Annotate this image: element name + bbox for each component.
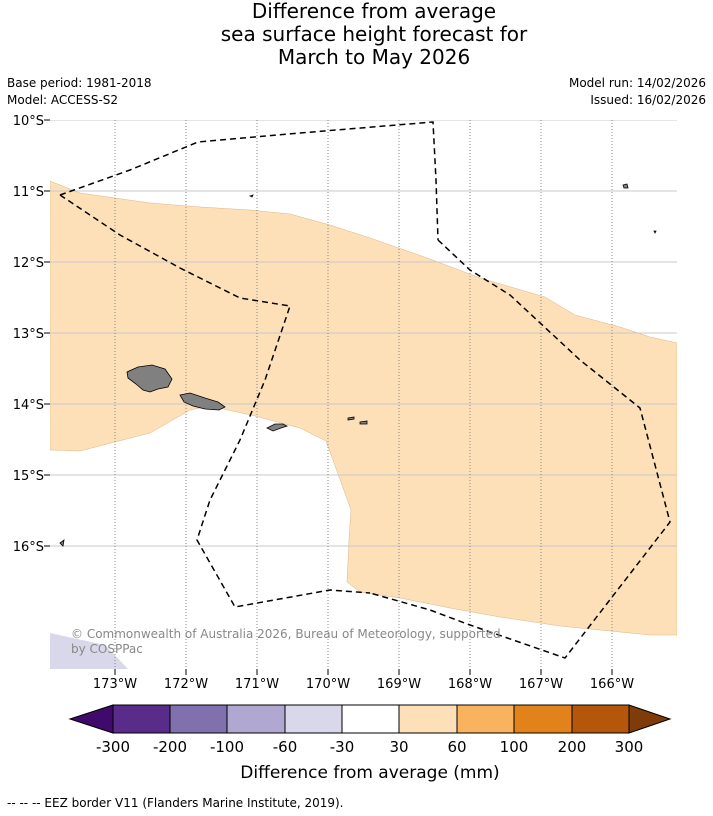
model-run: Model run: 14/02/2026: [568, 76, 706, 90]
gridlines: [50, 120, 677, 669]
colorbar-swatch-8: [513, 704, 573, 734]
lat-label-11s: 11°S: [13, 185, 44, 200]
colorbar-swatch-5: [341, 704, 400, 734]
colorbar: -300 -200 -100 -60 -30 30 60 100 200 300…: [68, 704, 672, 783]
island-savaii: [126, 364, 173, 393]
anomaly-region-minus-30-60: [50, 633, 128, 669]
map-title: Difference from average sea surface heig…: [0, 0, 713, 69]
colorbar-tick-200: 200: [558, 738, 587, 756]
meta-right: Model run: 14/02/2026 Issued: 16/02/2026: [569, 75, 706, 109]
lat-label-14s: 14°S: [13, 398, 44, 413]
island-wallis: [59, 539, 65, 547]
colorbar-swatch-3: [226, 704, 286, 734]
anomaly-region-30-60: [50, 180, 677, 636]
title-line-3: March to May 2026: [277, 45, 471, 69]
lat-label-10s: 10°S: [13, 114, 44, 129]
latitude-axis: 10°S 11°S 12°S 13°S 14°S 15°S 16°S: [13, 114, 50, 555]
colorbar-label: Difference from average (mm): [240, 763, 499, 783]
colorbar-tick-minus-30: -30: [330, 738, 355, 756]
colorbar-tick-30: 30: [389, 738, 408, 756]
lon-label-173w: 173°W: [93, 677, 137, 692]
meta-left: Base period: 1981-2018 Model: ACCESS-S2: [7, 75, 152, 109]
lon-label-171w: 171°W: [235, 677, 279, 692]
colorbar-swatch-6: [398, 704, 458, 734]
lon-label-169w: 169°W: [377, 677, 421, 692]
lat-label-13s: 13°S: [13, 327, 44, 342]
longitude-axis: 173°W 172°W 171°W 170°W 169°W 168°W 167°…: [93, 669, 634, 692]
lon-label-168w: 168°W: [448, 677, 492, 692]
eez-border-north: [59, 121, 439, 241]
island-tokelau-b: [653, 230, 657, 234]
land-samoa: [59, 183, 657, 547]
title-line-2: sea surface height forecast for: [220, 22, 528, 46]
colorbar-high-extend: [628, 704, 672, 734]
eez-border-samoa: [59, 194, 371, 608]
colorbar-tick-minus-200: -200: [153, 738, 187, 756]
eez-borders: [59, 121, 671, 659]
colorbar-swatch-7: [456, 704, 515, 734]
island-ofu: [347, 416, 355, 421]
colorbar-swatch-2: [169, 704, 228, 734]
lat-label-16s: 16°S: [13, 540, 44, 555]
map-area: © Commonwealth of Australia 2026, Bureau…: [50, 120, 677, 669]
lon-label-166w: 166°W: [590, 677, 634, 692]
title-line-1: Difference from average: [251, 0, 497, 23]
colorbar-swatch-9: [571, 704, 630, 734]
lat-label-12s: 12°S: [13, 256, 44, 271]
colorbar-tick-minus-60: -60: [273, 738, 298, 756]
colorbar-swatch-1: [112, 704, 171, 734]
colorbar-low-extend: [68, 704, 114, 734]
model-name: Model: ACCESS-S2: [7, 93, 119, 107]
copyright-line-2: by COSPPac: [71, 642, 143, 656]
island-tutuila: [266, 423, 289, 432]
colorbar-tick-60: 60: [447, 738, 466, 756]
island-upolu: [179, 392, 226, 411]
eez-legend: -- -- -- EEZ border V11 (Flanders Marine…: [7, 796, 344, 810]
island-swains: [248, 194, 254, 198]
eez-border-east: [369, 239, 671, 659]
island-tokelau: [622, 183, 629, 189]
colorbar-tick-100: 100: [500, 738, 529, 756]
lon-label-170w: 170°W: [306, 677, 350, 692]
colorbar-tick-300: 300: [615, 738, 644, 756]
colorbar-swatch-4: [284, 704, 343, 734]
issued-date: Issued: 16/02/2026: [590, 93, 706, 107]
colorbar-tick-minus-300: -300: [96, 738, 130, 756]
lon-label-172w: 172°W: [164, 677, 208, 692]
copyright-line-1: © Commonwealth of Australia 2026, Bureau…: [71, 627, 501, 641]
base-period: Base period: 1981-2018: [7, 76, 152, 90]
colorbar-tick-minus-100: -100: [210, 738, 244, 756]
island-tau: [359, 420, 368, 425]
lat-label-15s: 15°S: [13, 469, 44, 484]
lon-label-167w: 167°W: [519, 677, 563, 692]
